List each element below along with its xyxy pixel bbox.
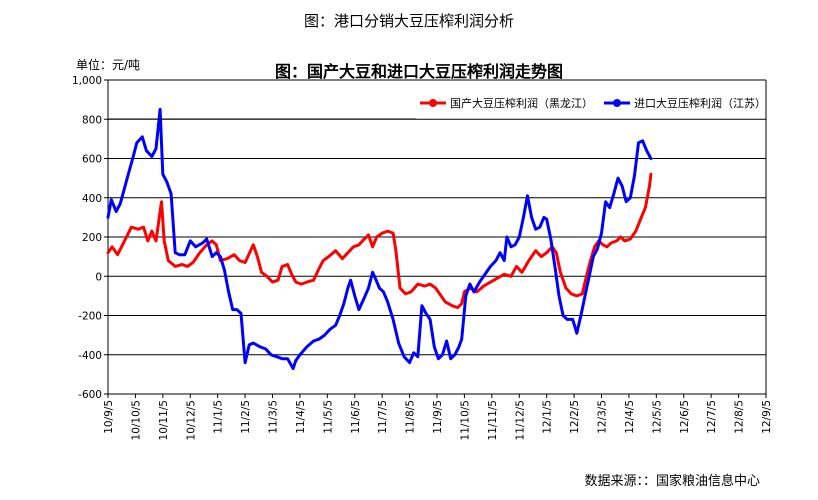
series-line-1 xyxy=(106,172,653,310)
x-tick-label: 10/11/5 xyxy=(158,400,170,440)
x-tick-label: 10/10/5 xyxy=(130,400,142,440)
x-tick-label: 12/2/5 xyxy=(569,400,581,434)
y-tick-label: -200 xyxy=(78,311,102,323)
x-tick-label: 12/3/5 xyxy=(597,400,609,434)
axes xyxy=(104,79,767,398)
x-tick-label: 11/6/5 xyxy=(350,400,362,434)
x-tick-label: 12/5/5 xyxy=(651,400,663,434)
series-lines xyxy=(106,107,653,370)
y-tick-label: 800 xyxy=(82,114,102,126)
y-tick-label: 0 xyxy=(95,271,102,283)
legend-label: 进口大豆压榨利润（江苏） xyxy=(634,96,766,110)
x-tick-label: 12/1/5 xyxy=(542,400,554,434)
figure-title: 图：港口分销大豆压榨利润分析 xyxy=(303,12,514,30)
x-tick-label: 10/12/5 xyxy=(185,400,197,440)
x-tick-label: 11/3/5 xyxy=(268,400,280,434)
legend-swatch-marker xyxy=(429,99,437,107)
unit-label: 单位：元/吨 xyxy=(76,58,141,72)
x-tick-label: 11/1/5 xyxy=(213,400,225,434)
x-tick-label: 10/9/5 xyxy=(103,400,115,434)
legend-swatch-marker xyxy=(613,99,621,107)
x-tick-label: 12/6/5 xyxy=(679,400,691,434)
x-tick-label: 11/5/5 xyxy=(322,400,334,434)
gridlines xyxy=(108,79,766,356)
x-tick-label: 11/11/5 xyxy=(487,400,499,440)
x-tick-label: 11/2/5 xyxy=(240,400,252,434)
y-tick-labels: -600 -400 -200 0 200 400 600 800 1,000 xyxy=(72,75,102,401)
y-tick-label: 400 xyxy=(82,193,102,205)
x-tick-label: 12/8/5 xyxy=(734,400,746,434)
legend: 国产大豆压榨利润（黑龙江） 进口大豆压榨利润（江苏） xyxy=(108,96,766,120)
y-tick-label: 1,000 xyxy=(72,75,102,87)
x-tick-label: 11/4/5 xyxy=(295,400,307,434)
x-tick-label: 11/10/5 xyxy=(459,400,471,440)
x-tick-label: 11/8/5 xyxy=(405,400,417,434)
x-tick-label: 11/9/5 xyxy=(432,400,444,434)
x-tick-label: 12/7/5 xyxy=(706,400,718,434)
y-tick-label: -600 xyxy=(78,389,102,401)
x-tick-label: 11/12/5 xyxy=(514,400,526,440)
y-tick-label: 200 xyxy=(82,232,102,244)
series-line-2 xyxy=(106,107,653,370)
legend-label: 国产大豆压榨利润（黑龙江） xyxy=(450,96,593,110)
y-tick-label: 600 xyxy=(82,154,102,166)
x-tick-label: 11/7/5 xyxy=(377,400,389,434)
x-tick-label: 12/4/5 xyxy=(624,400,636,434)
x-tick-label: 12/9/5 xyxy=(761,400,773,434)
chart-title: 图：国产大豆和进口大豆压榨利润走势图 xyxy=(274,62,563,81)
x-tick-labels: 10/9/5 10/10/5 10/11/5 10/12/5 11/1/5 11/2/5 1… xyxy=(103,400,773,440)
y-tick-label: -400 xyxy=(78,350,102,362)
source-note: 数据来源：：国家粮油信息中心 xyxy=(584,474,760,489)
